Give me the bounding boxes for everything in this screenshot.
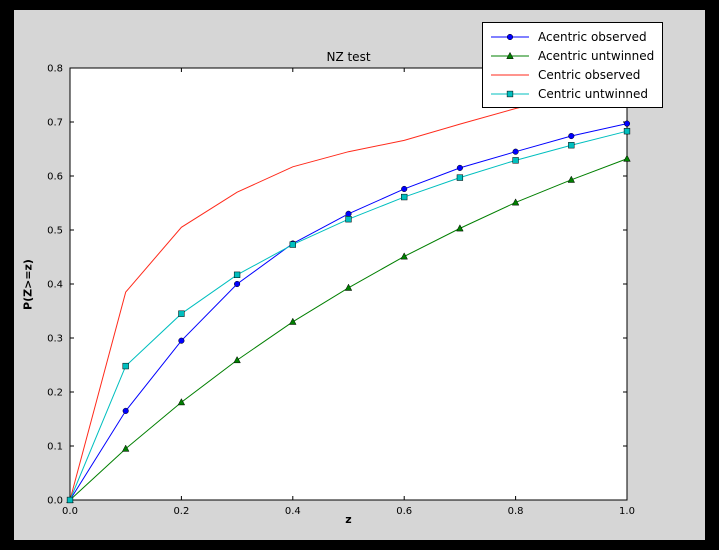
legend-item-acentric-untwinned: Acentric untwinned <box>489 46 654 65</box>
legend-item-acentric-observed: Acentric observed <box>489 27 654 46</box>
svg-text:0.4: 0.4 <box>285 506 301 517</box>
legend-item-centric-untwinned: Centric untwinned <box>489 84 654 103</box>
svg-text:0.2: 0.2 <box>173 506 189 517</box>
legend-item-centric-observed: Centric observed <box>489 65 654 84</box>
svg-text:0.3: 0.3 <box>47 334 63 345</box>
legend-label: Centric untwinned <box>538 86 649 101</box>
svg-text:0.8: 0.8 <box>508 506 524 517</box>
svg-text:0.8: 0.8 <box>47 64 63 75</box>
acentric-observed-line-sample <box>491 33 529 40</box>
figure-canvas: NZ test 0.0 0.2 0.4 0.6 0.8 1.0 0.0 0.1 0.2 0.3 0.… <box>14 10 705 540</box>
x-axis-label: z <box>345 513 352 526</box>
acentric-untwinned-line-sample <box>491 51 529 59</box>
svg-text:0.0: 0.0 <box>62 506 78 517</box>
svg-text:0.5: 0.5 <box>47 226 63 237</box>
svg-text:1.0: 1.0 <box>619 506 635 517</box>
svg-text:0.2: 0.2 <box>47 388 63 399</box>
chart-title: NZ test <box>326 50 371 64</box>
svg-text:0.1: 0.1 <box>47 442 63 453</box>
svg-text:0.4: 0.4 <box>47 280 63 291</box>
svg-text:0.7: 0.7 <box>47 118 63 129</box>
legend-label: Centric observed <box>538 67 641 82</box>
legend-label: Acentric observed <box>538 29 647 44</box>
centric-untwinned-line-sample <box>491 90 529 97</box>
svg-text:0.0: 0.0 <box>47 496 63 507</box>
centric-observed-line-sample <box>491 74 529 75</box>
legend-label: Acentric untwinned <box>538 48 655 63</box>
svg-text:0.6: 0.6 <box>47 172 63 183</box>
svg-text:0.6: 0.6 <box>396 506 412 517</box>
legend: Acentric observed Acentric untwinned Cen… <box>482 22 664 108</box>
y-axis-label: P(Z>=z) <box>21 259 35 310</box>
plot-area: 0.0 0.2 0.4 0.6 0.8 1.0 0.0 0.1 0.2 0.3 0.4 0.5 0.6 0… <box>47 64 635 518</box>
